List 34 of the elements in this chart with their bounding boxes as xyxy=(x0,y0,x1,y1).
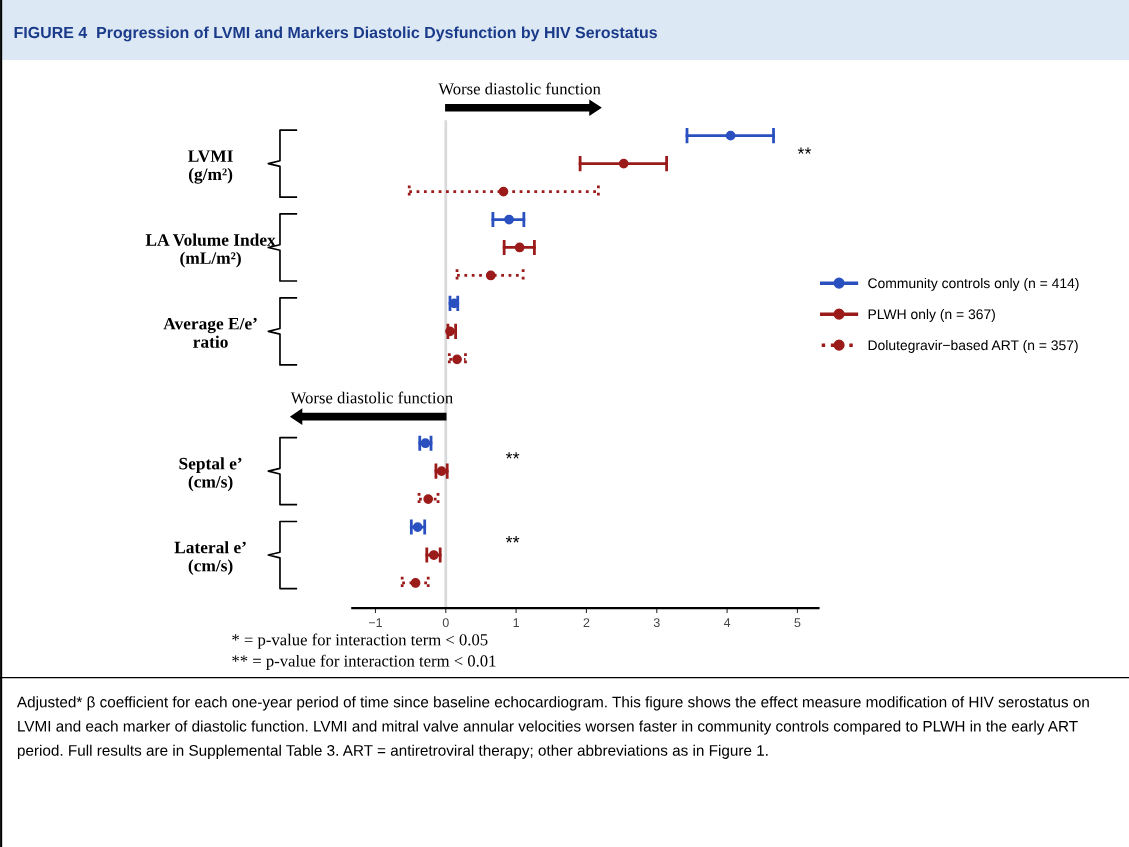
annotation: ** xyxy=(505,536,520,543)
x-tick-label: 2 xyxy=(583,618,590,627)
x-tick-label: 1 xyxy=(513,618,519,627)
text: Adjusted* β coefficient for each one-year period of time since baseline echocardiogram. This figure shows the effect measure modification of HIV serostatus on LVMI and each marker of diastolic function. LVMI and mitral valve annular velocities worsen faster in community controls compared to PLWH in the early ART period. Full results are in Supplemental Table 3. ART = antiretroviral therapy; other abbreviations as in Figure 1. xyxy=(16,696,1089,759)
point xyxy=(423,494,434,504)
y-tick-label: Average E/e’ ratio xyxy=(163,317,257,348)
text: * = p-value for interaction term < 0.05 xyxy=(232,633,488,649)
point xyxy=(410,578,421,588)
legend-label: Dolutegravir−based ART (n = 357) xyxy=(868,339,1078,353)
point xyxy=(452,354,462,365)
point xyxy=(498,186,509,197)
point xyxy=(725,130,736,141)
chart-title: FIGURE 4 Progression of LVMI and Markers Diastolic Dysfunction by HIV Serostatus xyxy=(14,26,657,42)
legend-label: Community controls only (n = 414) xyxy=(868,277,1079,291)
legend-label: PLWH only (n = 367) xyxy=(868,308,995,322)
text: ** = p-value for interaction term < 0.01 xyxy=(232,654,496,670)
annotation: ** xyxy=(797,147,812,154)
x-tick-label: 3 xyxy=(653,618,660,628)
text: Worse diastolic function xyxy=(438,82,601,95)
y-tick-label: Lateral e’ (cm/s) xyxy=(174,541,246,576)
x-tick-label: 5 xyxy=(794,618,801,628)
y-tick-label: LA Volume Index (mL/m²) xyxy=(145,233,276,268)
annotation: Worse diastolic function xyxy=(290,391,453,404)
point xyxy=(514,242,525,253)
point xyxy=(504,214,514,225)
y-tick-label: LVMI (g/m²) xyxy=(188,150,233,184)
x-tick-label: −1 xyxy=(368,618,382,627)
point xyxy=(618,158,629,169)
x-tick-label: 4 xyxy=(723,618,731,627)
point xyxy=(485,270,496,281)
y-tick-label: Septal e’ (cm/s) xyxy=(179,457,242,492)
point xyxy=(412,522,423,532)
annotation: ** xyxy=(505,452,520,459)
x-tick-label: 0 xyxy=(442,618,449,628)
